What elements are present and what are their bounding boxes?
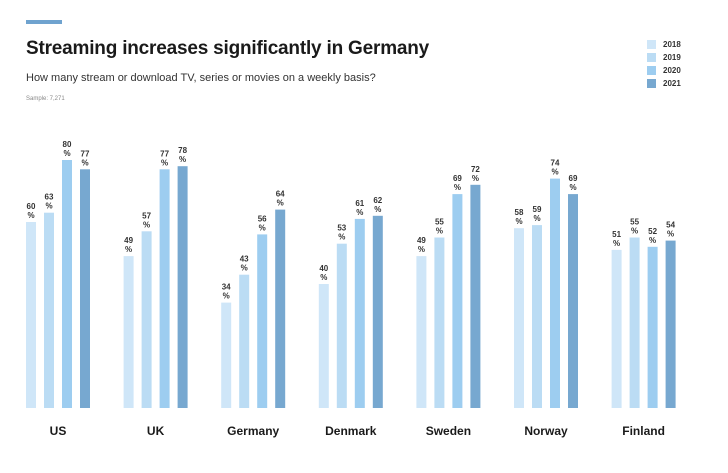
data-label-norway-2019: 59%: [533, 205, 542, 223]
legend-label-2020: 2020: [663, 66, 681, 75]
bar-group-sweden: 49 % 55 % 69 % 72 % Sweden: [416, 165, 481, 438]
legend-item-2021: 2021: [647, 79, 681, 88]
category-label-denmark: Denmark: [325, 424, 377, 438]
bar-sweden-2019: [434, 237, 445, 408]
chart-subtitle: How many stream or download TV, series o…: [26, 72, 376, 84]
legend-swatch-2018: [647, 40, 656, 49]
legend-label-2018: 2018: [663, 40, 681, 49]
bar-norway-2019: [532, 225, 542, 408]
bar-germany-2019: [239, 274, 250, 408]
accent-bar: [26, 20, 62, 24]
bar-germany-2020: [257, 234, 268, 408]
legend-item-2020: 2020: [647, 66, 681, 75]
data-label-us-2020: 80%: [63, 140, 72, 158]
legend-swatch-2021: [647, 79, 656, 88]
bar-group-finland: 51 % 55% 52 % 54 % Finland: [611, 218, 676, 438]
data-label-uk-2018: 49%: [124, 236, 133, 254]
bar-sweden-2020: [452, 194, 463, 408]
data-label-germany-2019: 43%: [240, 255, 249, 273]
data-label-norway-2021: 69%: [569, 174, 578, 192]
data-label-uk-2020: 77%: [160, 149, 169, 167]
data-label-denmark-2021: 62%: [373, 196, 382, 214]
bar-norway-2020: [550, 178, 560, 408]
bar-germany-2018: [221, 302, 232, 408]
category-label-germany: Germany: [227, 424, 279, 438]
data-label-denmark-2019: 53%: [337, 224, 346, 242]
bar-denmark-2020: [354, 218, 365, 408]
data-label-finland-2018: 51%: [612, 230, 621, 248]
category-label-norway: Norway: [524, 424, 568, 438]
legend-item-2019: 2019: [647, 53, 681, 62]
legend-item-2018: 2018: [647, 40, 681, 49]
data-label-germany-2018: 34%: [222, 283, 231, 301]
bar-sweden-2018: [416, 256, 427, 408]
bar-denmark-2021: [372, 215, 383, 408]
bar-uk-2020: [159, 169, 170, 408]
category-label-finland: Finland: [622, 424, 665, 438]
bar-group-germany: 34 % 43 % 56 % 64 % Germany: [221, 190, 286, 438]
category-label-us: US: [50, 424, 67, 438]
data-label-finland-2019: 55%: [630, 218, 639, 236]
legend-swatch-2019: [647, 53, 656, 62]
sample-note: Sample: 7,271: [26, 96, 65, 102]
bar-norway-2018: [514, 228, 524, 408]
data-label-sweden-2020: 69%: [453, 174, 462, 192]
bar-sweden-2021: [470, 184, 481, 408]
bar-finland-2021: [665, 240, 676, 408]
bar-denmark-2019: [336, 243, 347, 408]
bar-uk-2021: [177, 166, 188, 408]
data-label-us-2021: 77%: [81, 149, 90, 167]
bar-group-norway: 58 % 59 % 74 % 69 % Norway: [514, 159, 578, 438]
bar-us-2020: [62, 160, 72, 408]
legend-swatch-2020: [647, 66, 656, 75]
data-label-germany-2020: 56%: [258, 214, 267, 232]
bar-uk-2018: [123, 256, 134, 408]
bar-group-denmark: 40 % 53 % 61 % 62 % Denmark: [318, 196, 383, 438]
chart-title: Streaming increases significantly in Ger…: [26, 38, 430, 59]
bar-uk-2019: [141, 231, 152, 408]
data-label-denmark-2018: 40%: [319, 264, 328, 282]
data-label-finland-2020: 52%: [648, 227, 657, 245]
bar-group-us: 60 % 63 % 80% 77 % US: [26, 140, 90, 438]
bar-group-uk: 49 % 57 % 77 % 78 % UK: [123, 146, 188, 438]
category-label-uk: UK: [147, 424, 165, 438]
data-label-uk-2019: 57%: [142, 211, 151, 229]
data-label-norway-2020: 74%: [551, 159, 560, 177]
data-label-sweden-2018: 49%: [417, 236, 426, 254]
data-label-finland-2021: 54%: [666, 221, 675, 239]
bar-germany-2021: [275, 209, 286, 408]
category-label-sweden: Sweden: [426, 424, 471, 438]
data-label-sweden-2021: 72%: [471, 165, 480, 183]
data-label-sweden-2019: 55%: [435, 218, 444, 236]
data-label-us-2018: 60%: [27, 202, 36, 220]
data-label-uk-2021: 78%: [178, 146, 187, 164]
legend-label-2019: 2019: [663, 53, 681, 62]
data-label-denmark-2020: 61%: [355, 199, 364, 217]
bar-us-2019: [44, 212, 54, 408]
bar-us-2021: [80, 169, 90, 408]
data-label-norway-2018: 58%: [515, 208, 524, 226]
bar-finland-2018: [611, 249, 622, 408]
legend: 2018 2019 2020 2021: [647, 40, 681, 88]
bar-finland-2019: [629, 237, 640, 408]
data-label-us-2019: 63%: [45, 193, 54, 211]
bar-denmark-2018: [318, 284, 329, 408]
bar-norway-2021: [568, 194, 578, 408]
legend-label-2021: 2021: [663, 79, 681, 88]
bar-finland-2020: [647, 246, 658, 408]
data-label-germany-2021: 64%: [276, 190, 285, 208]
bar-us-2018: [26, 222, 36, 408]
